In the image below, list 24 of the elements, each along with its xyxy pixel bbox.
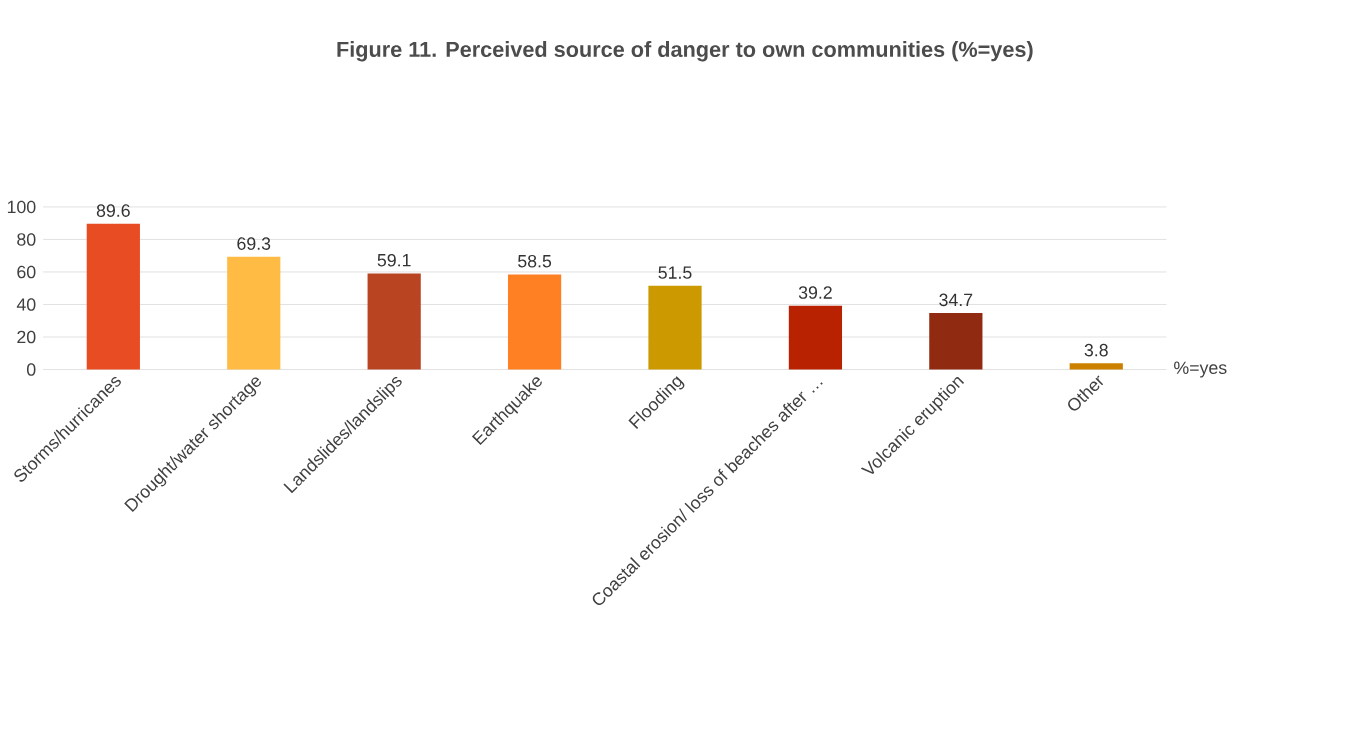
bar [788,305,843,370]
bar [86,223,140,370]
y-tick-label: 0 [26,363,36,376]
y-tick-label: 80 [17,233,36,246]
data-label: 3.8 [1084,343,1108,357]
data-label: 51.5 [658,266,692,279]
text: %=yes [1174,361,1227,378]
data-label: 89.6 [96,204,130,217]
bar [367,273,421,370]
bar [929,313,983,370]
data-label: 58.5 [518,254,552,268]
data-label: 59.1 [377,253,411,267]
bar [648,285,702,370]
y-tick-label: 40 [16,298,36,311]
data-label: 69.3 [237,237,271,250]
bar [227,256,281,370]
data-label: 39.2 [798,286,832,299]
y-tick-label: 60 [17,265,36,279]
y-tick-label: 100 [7,200,36,214]
bar [507,274,562,370]
bar [1069,363,1123,370]
chart-title: Figure 11. Perceived source of danger to own communities (%=yes) [337,41,1033,62]
data-label: 34.7 [939,293,973,307]
y-tick-label: 20 [17,330,36,344]
